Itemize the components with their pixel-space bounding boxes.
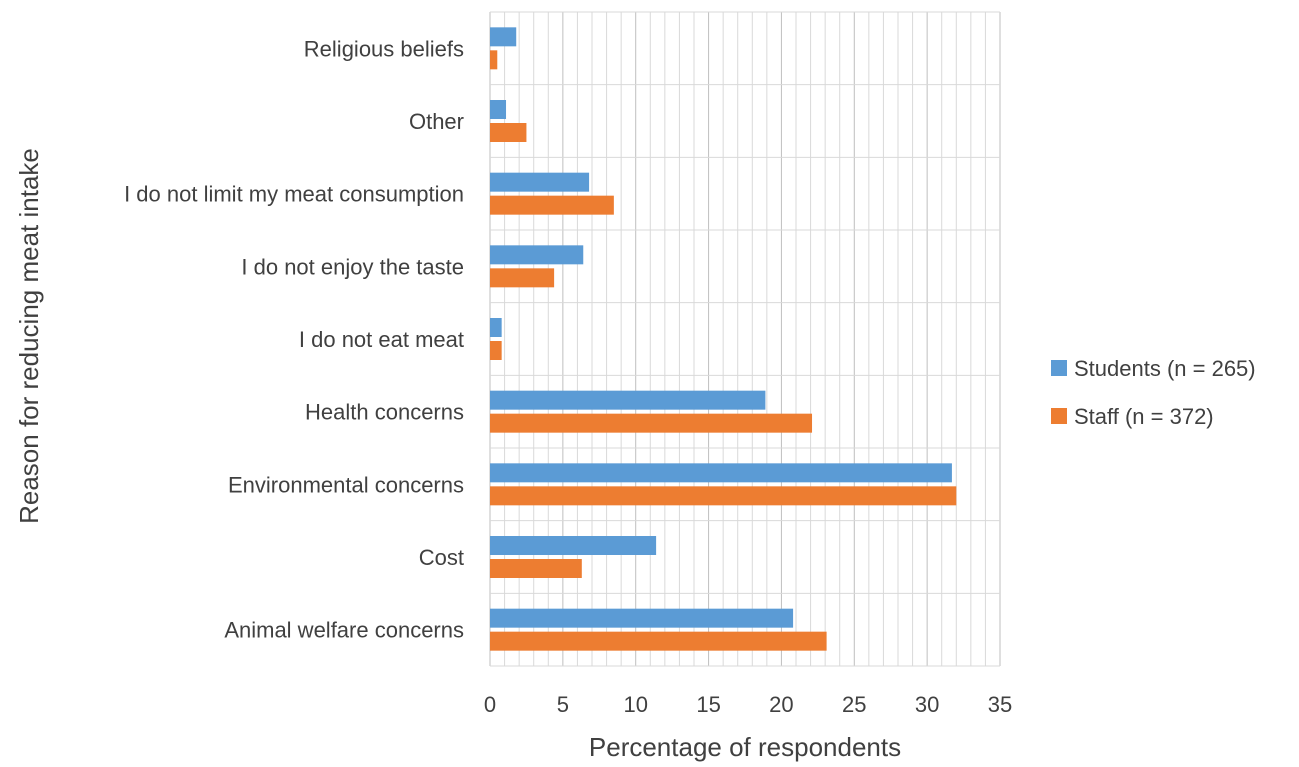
bar-students <box>490 390 766 410</box>
x-tick-label: 35 <box>988 692 1012 717</box>
category-label: I do not enjoy the taste <box>241 254 464 279</box>
bar-students <box>490 536 657 555</box>
bar-staff <box>490 631 827 651</box>
category-label: Other <box>409 109 464 134</box>
bar-staff <box>490 268 555 288</box>
x-tick-label: 0 <box>484 692 496 717</box>
bar-staff <box>490 486 957 506</box>
x-tick-labels: 0 5 10 15 20 25 30 35 <box>484 692 1012 717</box>
x-tick-label: 5 <box>557 692 569 717</box>
bar-students <box>490 463 952 483</box>
bar-staff <box>490 413 813 433</box>
category-label: Environmental concerns <box>228 472 464 497</box>
category-label: I do not limit my meat consumption <box>124 182 464 207</box>
category-label: I do not eat meat <box>299 327 464 352</box>
bar-students <box>490 245 584 265</box>
bar-staff <box>490 50 498 70</box>
x-axis-title: Percentage of respondents <box>589 732 901 762</box>
bar-students <box>490 608 794 628</box>
x-tick-label: 25 <box>842 692 866 717</box>
category-label: Animal welfare concerns <box>224 618 464 643</box>
bar-students <box>490 318 502 337</box>
bar-staff <box>490 341 502 360</box>
legend-swatch <box>1051 408 1067 424</box>
x-tick-label: 20 <box>769 692 793 717</box>
bars <box>490 27 957 651</box>
bar-students <box>490 172 590 192</box>
category-labels: Religious beliefs Other I do not limit my … <box>124 36 464 642</box>
category-label: Religious beliefs <box>304 36 464 61</box>
x-tick-label: 15 <box>696 692 720 717</box>
x-tick-label: 10 <box>623 692 647 717</box>
legend-label: Staff (n = 372) <box>1074 404 1214 429</box>
category-label: Health concerns <box>305 400 464 425</box>
bar-staff <box>490 195 614 215</box>
category-label: Cost <box>419 545 464 570</box>
bar-students <box>490 100 507 119</box>
legend-swatch <box>1051 360 1067 376</box>
x-tick-label: 30 <box>915 692 939 717</box>
grid-lines <box>489 11 1001 667</box>
bar-students <box>490 27 517 47</box>
bar-staff <box>490 559 582 578</box>
bar-staff <box>490 123 527 142</box>
legend: Students (n = 265) Staff (n = 372) <box>1051 356 1256 429</box>
y-axis-title: Reason for reducing meat intake <box>14 148 44 524</box>
legend-label: Students (n = 265) <box>1074 356 1256 381</box>
